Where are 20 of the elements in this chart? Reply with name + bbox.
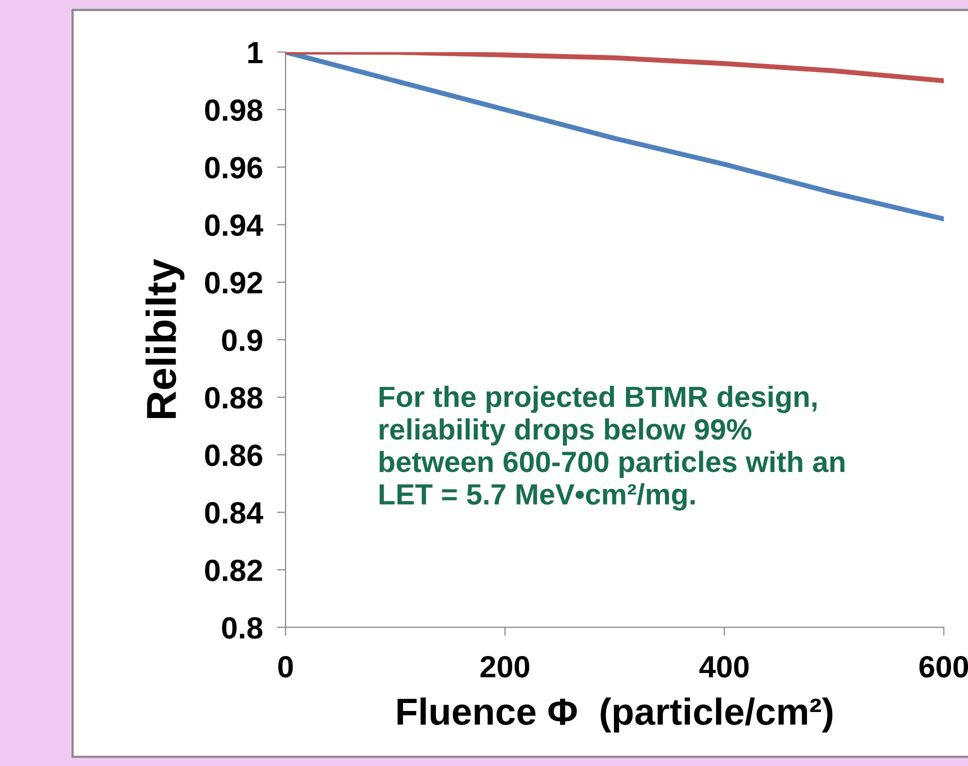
y-tick-label: 0.84 — [205, 502, 264, 524]
annotation: For the projected BTMR design, reliability drops below 99% between 600-700 particles with an LET = 5.7 MeV•cm²/mg. — [380, 386, 844, 511]
x-tick-label: 400 — [699, 656, 749, 678]
y-tick-label: 0.98 — [205, 99, 262, 121]
y-tick-label: 0.86 — [205, 444, 262, 466]
x-tick-label: 0 — [278, 656, 293, 678]
y-tick-label: 0.9 — [222, 329, 262, 352]
y-tick-label: 0.92 — [205, 272, 262, 294]
y-axis-title: Relibilty — [146, 258, 184, 418]
x-tick-label: 600 — [919, 656, 968, 678]
y-tick-label: 1 — [248, 42, 262, 64]
line-series — [286, 52, 944, 222]
x-axis-title: Fluence Φ (particle/cm²) — [398, 698, 832, 732]
y-tick-label: 0.88 — [205, 386, 262, 409]
x-tick-label: 200 — [480, 656, 530, 678]
y-tick-label: 0.8 — [222, 617, 262, 639]
y-tick-label: 0.82 — [205, 560, 262, 582]
line-series — [286, 52, 944, 84]
y-tick-label: 0.96 — [205, 156, 262, 179]
y-tick-label: 0.94 — [205, 214, 264, 236]
